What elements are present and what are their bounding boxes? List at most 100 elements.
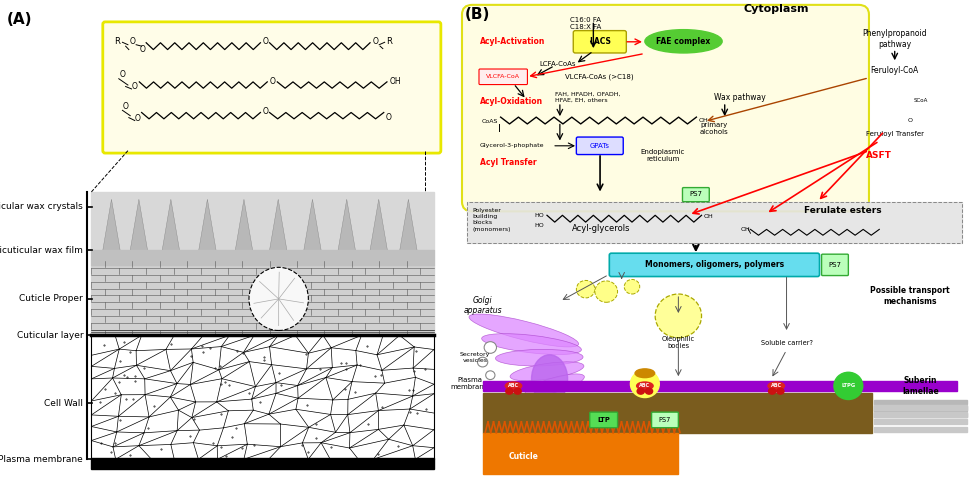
Text: Cuticle: Cuticle [509, 452, 538, 461]
Text: LCFA-CoAs: LCFA-CoAs [539, 61, 575, 67]
Bar [468, 202, 961, 243]
Text: O: O [122, 102, 128, 111]
Circle shape [624, 279, 640, 294]
Text: Feruloyl-CoA: Feruloyl-CoA [871, 66, 919, 75]
Text: Glycerol-3-phophate: Glycerol-3-phophate [480, 143, 544, 148]
Bar [874, 406, 967, 411]
Text: Plasma membrane: Plasma membrane [0, 455, 84, 464]
Text: primary
alcohols: primary alcohols [700, 122, 729, 135]
Bar [482, 381, 956, 391]
Circle shape [249, 267, 308, 330]
Text: VLCFA-CoA: VLCFA-CoA [486, 74, 520, 79]
FancyBboxPatch shape [576, 137, 623, 155]
Text: Possible transport
mechanisms: Possible transport mechanisms [870, 286, 950, 306]
Text: Soluble carrier?: Soluble carrier? [760, 340, 813, 346]
Polygon shape [338, 199, 356, 250]
Ellipse shape [496, 349, 583, 366]
Text: FAH, HFADH, OFADH,
HFAE, EH, others: FAH, HFADH, OFADH, HFAE, EH, others [555, 92, 620, 103]
Circle shape [484, 342, 497, 353]
Text: Cell Wall: Cell Wall [44, 399, 84, 408]
Text: C16:0 FA
C18:X FA: C16:0 FA C18:X FA [570, 17, 602, 30]
Text: Oleophilic
bodies: Oleophilic bodies [662, 336, 695, 349]
Text: O: O [120, 70, 125, 79]
Bar [874, 419, 967, 424]
FancyBboxPatch shape [609, 253, 819, 277]
Bar [874, 405, 967, 410]
Text: Epicuticular wax film: Epicuticular wax film [0, 246, 84, 255]
Text: LACS: LACS [589, 37, 611, 46]
Text: O: O [262, 107, 268, 116]
Polygon shape [399, 199, 417, 250]
Bar [91, 335, 434, 459]
Text: ABC: ABC [771, 383, 781, 388]
Polygon shape [103, 199, 121, 250]
Text: Acyl Transfer: Acyl Transfer [480, 158, 537, 167]
Text: PS7: PS7 [659, 417, 671, 423]
Circle shape [834, 372, 863, 399]
Text: Cuticle Proper: Cuticle Proper [19, 295, 84, 303]
Text: Wax pathway: Wax pathway [714, 93, 766, 102]
Text: Acyl-glycerols: Acyl-glycerols [572, 224, 630, 233]
Text: Ferulate esters: Ferulate esters [805, 206, 882, 215]
FancyBboxPatch shape [573, 31, 626, 53]
Text: HO: HO [535, 213, 544, 218]
Text: O: O [372, 37, 378, 46]
Text: Cell
Wall: Cell Wall [461, 407, 475, 419]
Polygon shape [198, 199, 216, 250]
Polygon shape [269, 199, 287, 250]
Text: Feruloyl Transfer: Feruloyl Transfer [866, 131, 923, 137]
Text: OH: OH [699, 118, 709, 123]
Text: O: O [129, 37, 135, 46]
Ellipse shape [532, 355, 568, 403]
Bar [874, 413, 967, 417]
Bar [91, 265, 434, 335]
Text: LTP: LTP [597, 417, 610, 423]
Polygon shape [235, 199, 253, 250]
Circle shape [655, 294, 702, 338]
Text: Suberin
lamellae: Suberin lamellae [902, 376, 939, 396]
Text: OH: OH [704, 214, 713, 219]
Text: GPATs: GPATs [590, 143, 610, 149]
Bar [91, 250, 434, 265]
Text: O: O [386, 113, 392, 122]
Text: HO: HO [535, 223, 544, 227]
Circle shape [631, 370, 659, 398]
FancyBboxPatch shape [821, 254, 849, 276]
Ellipse shape [505, 388, 513, 394]
Text: O: O [269, 77, 275, 86]
Polygon shape [130, 199, 148, 250]
Text: R: R [386, 37, 392, 46]
Ellipse shape [514, 388, 521, 394]
Ellipse shape [482, 334, 581, 354]
Bar [468, 202, 961, 243]
Text: Monomers, oligomers, polymers: Monomers, oligomers, polymers [644, 260, 784, 269]
Polygon shape [304, 199, 321, 250]
Bar [482, 433, 678, 474]
Text: OH: OH [389, 77, 400, 86]
Ellipse shape [637, 382, 653, 390]
Ellipse shape [638, 388, 644, 394]
Text: Phenylpropanoid
pathway: Phenylpropanoid pathway [862, 29, 927, 49]
Text: Acyl-Oxidation: Acyl-Oxidation [480, 97, 543, 105]
Text: CoAS: CoAS [481, 119, 498, 124]
Text: ASFT: ASFT [866, 151, 892, 160]
Circle shape [477, 357, 488, 367]
Ellipse shape [505, 382, 522, 390]
Circle shape [486, 371, 495, 380]
Bar [482, 393, 872, 433]
Ellipse shape [769, 388, 776, 394]
Text: Golgi
apparatus: Golgi apparatus [464, 296, 502, 315]
Bar [91, 192, 434, 250]
Text: Cuticular layer: Cuticular layer [17, 331, 84, 340]
Ellipse shape [644, 30, 722, 53]
Bar [874, 427, 967, 432]
Text: Acyl-Activation: Acyl-Activation [480, 37, 545, 46]
Text: O: O [139, 45, 145, 54]
Text: O: O [262, 37, 268, 46]
Text: Polyester
building
blocks
(monomers): Polyester building blocks (monomers) [472, 208, 511, 232]
Text: LTPG: LTPG [841, 383, 855, 388]
Polygon shape [162, 199, 180, 250]
Text: (A): (A) [7, 12, 32, 27]
Text: R: R [115, 37, 121, 46]
Text: Endoplasmic
reticulum: Endoplasmic reticulum [641, 149, 685, 162]
